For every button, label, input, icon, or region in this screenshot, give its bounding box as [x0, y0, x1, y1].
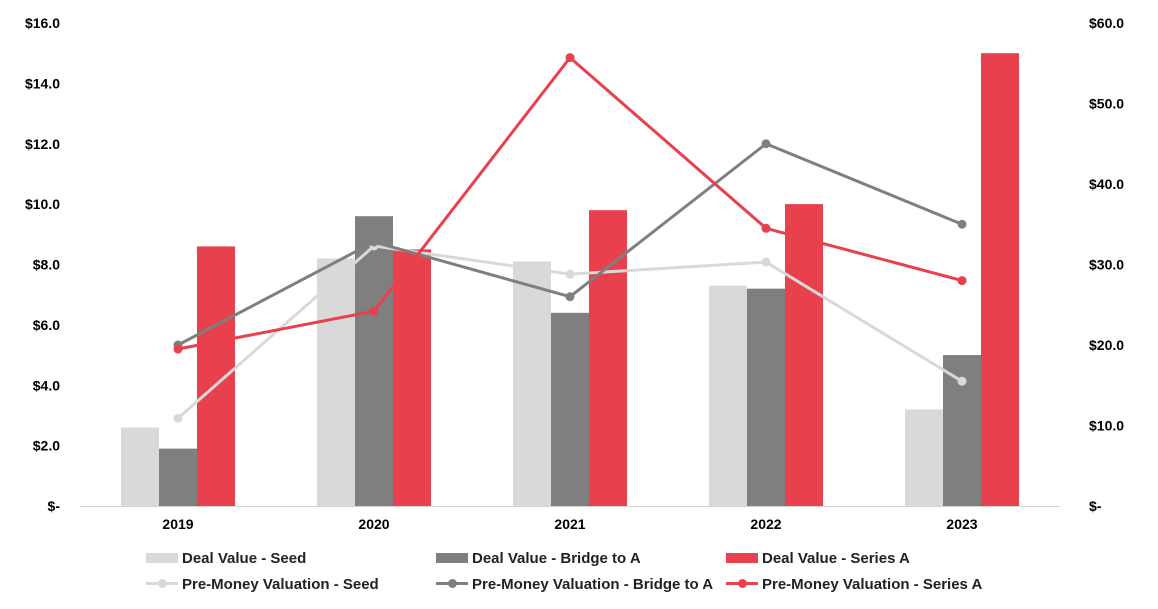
right-axis-tick-label: $40.0 [1089, 176, 1124, 192]
left-axis-tick-label: $4.0 [33, 377, 60, 393]
x-axis-tick-label: 2021 [554, 516, 585, 532]
bar-deal-value-seed-2019 [121, 427, 159, 506]
right-axis-tick-label: $- [1089, 498, 1102, 514]
right-axis-tick-label: $30.0 [1089, 257, 1124, 273]
point-pre-money-valuation-bridge-to-a-2020 [369, 237, 379, 247]
x-axis-tick-label: 2022 [750, 516, 781, 532]
bar-deal-value-seed-2021 [513, 261, 551, 506]
bar-deal-value-seed-2020 [317, 258, 355, 506]
bar-deal-value-series-a-2022 [785, 204, 823, 506]
left-axis: $- $2.0 $4.0 $6.0 $8.0 $10.0 $12.0 $14.0 $16.0 [25, 15, 60, 514]
left-axis-tick-label: $- [48, 498, 61, 514]
left-axis-tick-label: $8.0 [33, 257, 60, 273]
bar-deal-value-series-a-2020 [393, 249, 431, 506]
bar-deal-value-bridge-to-a-2020 [355, 216, 393, 506]
x-axis-tick-label: 2023 [946, 516, 977, 532]
bar-deal-value-seed-2023 [905, 409, 943, 506]
bar-deal-value-series-a-2023 [981, 53, 1019, 506]
point-pre-money-valuation-series-a-2023 [957, 276, 967, 286]
right-axis: $- $10.0 $20.0 $30.0 $40.0 $50.0 $60.0 [1089, 15, 1124, 514]
x-axis: 2019 2020 2021 2022 2023 [162, 516, 977, 532]
left-axis-tick-label: $6.0 [33, 317, 60, 333]
bar-deal-value-bridge-to-a-2022 [747, 288, 785, 506]
left-axis-tick-label: $10.0 [25, 196, 60, 212]
x-axis-tick-label: 2020 [358, 516, 389, 532]
point-pre-money-valuation-bridge-to-a-2023 [957, 219, 967, 229]
right-axis-tick-label: $10.0 [1089, 418, 1124, 434]
point-pre-money-valuation-seed-2023 [957, 376, 967, 386]
point-pre-money-valuation-seed-2021 [565, 269, 575, 279]
left-axis-tick-label: $12.0 [25, 136, 60, 152]
x-axis-tick-label: 2019 [162, 516, 193, 532]
bar-deal-value-bridge-to-a-2021 [551, 312, 589, 506]
bar-deal-value-series-a-2019 [197, 246, 235, 506]
left-axis-tick-label: $14.0 [25, 75, 60, 91]
point-pre-money-valuation-series-a-2021 [565, 53, 575, 63]
right-axis-tick-label: $60.0 [1089, 15, 1124, 31]
point-pre-money-valuation-series-a-2019 [173, 344, 183, 354]
point-pre-money-valuation-bridge-to-a-2022 [761, 139, 771, 149]
right-axis-tick-label: $20.0 [1089, 337, 1124, 353]
right-axis-tick-label: $50.0 [1089, 96, 1124, 112]
left-axis-tick-label: $16.0 [25, 15, 60, 31]
bar-deal-value-bridge-to-a-2019 [159, 448, 197, 506]
bar-deal-value-series-a-2021 [589, 210, 627, 506]
left-axis-tick-label: $2.0 [33, 438, 60, 454]
bar-series-group [121, 53, 1019, 506]
line-series-group [173, 53, 967, 423]
point-pre-money-valuation-bridge-to-a-2021 [565, 292, 575, 302]
point-pre-money-valuation-series-a-2020 [369, 306, 379, 316]
bar-deal-value-seed-2022 [709, 285, 747, 506]
point-pre-money-valuation-series-a-2022 [761, 223, 771, 233]
line-pre-money-valuation-series-a [177, 56, 963, 351]
point-pre-money-valuation-seed-2022 [761, 257, 771, 267]
point-pre-money-valuation-seed-2019 [173, 413, 183, 423]
